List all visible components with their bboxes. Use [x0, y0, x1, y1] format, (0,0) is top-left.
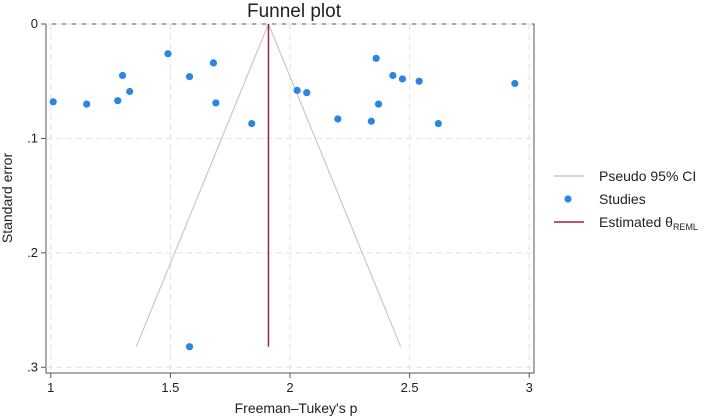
y-axis: 0 .1 .2 .3 [27, 16, 46, 374]
pseudo-ci-upper-line [267, 23, 402, 347]
study-point [303, 89, 311, 97]
study-points [49, 50, 519, 351]
study-point [293, 86, 301, 94]
study-point [83, 100, 91, 108]
y-tick-label: .1 [27, 130, 38, 145]
study-point [114, 97, 122, 105]
pseudo-ci-lines [135, 23, 402, 347]
legend: Pseudo 95% CI Studies Estimated θREML [554, 168, 698, 232]
study-point [367, 117, 375, 125]
study-point [164, 50, 172, 58]
y-tick-label: .2 [27, 245, 38, 260]
legend-estimate-label: Estimated θREML [599, 214, 698, 232]
study-point [372, 54, 380, 62]
study-point [248, 119, 256, 128]
y-tick-label: .3 [27, 359, 38, 374]
study-point [185, 343, 194, 351]
x-tick-label: 3 [526, 380, 533, 395]
y-axis-title: Standard error [0, 153, 15, 244]
x-axis: 1 1.5 2 2.5 3 [47, 373, 533, 395]
legend-estimate-subscript: REML [673, 222, 698, 232]
study-point [49, 98, 57, 106]
study-point [126, 87, 134, 96]
legend-studies-marker [564, 195, 572, 203]
study-point [118, 71, 127, 80]
pseudo-ci-lower-line [135, 23, 270, 347]
study-point [212, 99, 220, 107]
study-point [434, 119, 442, 128]
y-tick-label: 0 [31, 16, 38, 31]
x-tick-label: 1.5 [161, 380, 179, 395]
study-point [511, 79, 519, 88]
study-point [389, 71, 397, 80]
study-point [209, 59, 218, 67]
x-tick-label: 2 [286, 380, 293, 395]
grid-lines [46, 23, 534, 373]
x-tick-label: 1 [47, 380, 54, 395]
legend-ci-label: Pseudo 95% CI [599, 168, 696, 184]
x-axis-title: Freeman–Tukey's p [235, 400, 358, 416]
chart-title: Funnel plot [247, 1, 342, 22]
x-tick-label: 2.5 [401, 380, 419, 395]
legend-studies-label: Studies [599, 191, 646, 207]
study-point [334, 115, 342, 123]
study-point [185, 73, 194, 81]
legend-estimate-prefix: Estimated θ [599, 214, 673, 230]
study-point [374, 100, 383, 108]
study-point [398, 75, 407, 83]
study-point [415, 77, 423, 85]
